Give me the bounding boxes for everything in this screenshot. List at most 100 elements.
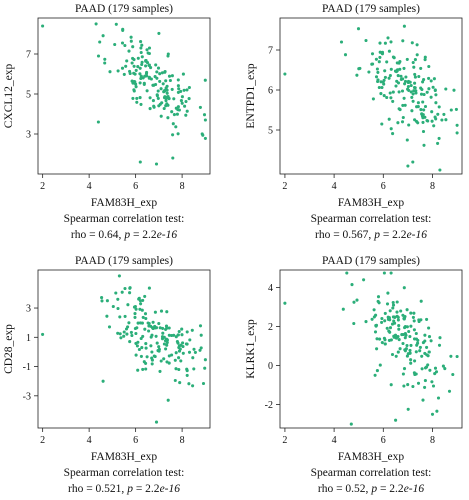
x-axis-label: FAM83H_exp bbox=[91, 451, 157, 463]
scatter-point bbox=[154, 326, 159, 330]
scatter-point bbox=[139, 46, 143, 50]
scatter-point bbox=[148, 96, 152, 100]
x-tick-label: 2 bbox=[40, 181, 45, 192]
scatter-point bbox=[452, 88, 456, 92]
scatter-point bbox=[343, 53, 348, 57]
scatter-point bbox=[139, 76, 143, 81]
scatter-point bbox=[407, 88, 411, 92]
y-tick-label: 3 bbox=[26, 130, 31, 141]
scatter-point bbox=[391, 55, 395, 59]
scatter-point bbox=[164, 79, 168, 83]
scatter-point bbox=[179, 343, 183, 347]
scatter-point bbox=[141, 334, 145, 338]
scatter-point bbox=[193, 350, 197, 354]
scatter-point bbox=[427, 335, 432, 339]
scatter-point bbox=[383, 311, 387, 315]
scatter-point bbox=[412, 371, 416, 375]
scatter-point bbox=[383, 338, 387, 342]
scatter-point bbox=[114, 22, 118, 26]
scatter-point bbox=[150, 350, 154, 354]
scatter-point bbox=[96, 120, 100, 124]
scatter-point bbox=[135, 96, 139, 100]
scatter-point bbox=[425, 345, 429, 349]
scatter-point bbox=[394, 354, 398, 358]
scatter-point bbox=[107, 325, 112, 329]
scatter-point bbox=[387, 117, 391, 121]
scatter-point bbox=[203, 118, 207, 122]
scatter-point bbox=[418, 349, 422, 353]
scatter-point bbox=[427, 64, 431, 69]
caption-rho: rho = 0.521, bbox=[68, 483, 127, 495]
scatter-point bbox=[375, 337, 379, 341]
scatter-point bbox=[401, 341, 405, 346]
scatter-points bbox=[283, 24, 459, 172]
scatter-point bbox=[176, 90, 180, 94]
scatter-point bbox=[355, 73, 359, 77]
scatter-point bbox=[157, 345, 161, 349]
y-tick-label: 3 bbox=[26, 304, 31, 315]
scatter-point bbox=[402, 96, 406, 100]
scatter-point bbox=[378, 50, 382, 54]
scatter-point bbox=[397, 338, 401, 342]
scatter-point bbox=[396, 121, 400, 125]
scatter-point bbox=[151, 320, 155, 324]
scatter-point bbox=[167, 326, 171, 330]
scatter-point bbox=[181, 351, 185, 355]
scatter-point bbox=[373, 373, 377, 377]
scatter-point bbox=[381, 80, 385, 84]
scatter-point bbox=[177, 329, 181, 334]
x-tick-label: 6 bbox=[381, 435, 386, 446]
x-tick-label: 8 bbox=[180, 181, 185, 192]
scatter-point bbox=[128, 286, 132, 290]
scatter-point bbox=[162, 357, 166, 361]
scatter-point bbox=[177, 108, 181, 112]
scatter-point bbox=[133, 315, 137, 319]
scatter-point bbox=[164, 347, 168, 351]
y-tick-label: 2 bbox=[268, 322, 273, 333]
scatter-point bbox=[165, 360, 169, 364]
scatter-point bbox=[144, 367, 148, 371]
scatter-point bbox=[139, 102, 143, 106]
y-tick-label: 6 bbox=[268, 86, 273, 97]
caption-p-value: = 2.2 bbox=[130, 229, 157, 241]
scatter-point bbox=[137, 297, 141, 301]
scatter-point bbox=[149, 77, 153, 81]
x-axis-label: FAM83H_exp bbox=[338, 451, 404, 463]
scatter-point bbox=[362, 278, 366, 282]
scatter-point bbox=[180, 327, 184, 331]
scatter-point bbox=[151, 326, 155, 331]
scatter-point bbox=[401, 115, 405, 120]
scatter-point bbox=[122, 330, 126, 334]
scatter-point bbox=[141, 298, 145, 302]
scatter-point bbox=[350, 283, 354, 287]
scatter-point bbox=[129, 39, 133, 43]
scatter-point bbox=[145, 61, 150, 65]
scatter-point bbox=[388, 91, 392, 95]
caption-statistics: rho = 0.64, p = 2.2e-16 bbox=[71, 229, 178, 241]
y-tick-label: 5 bbox=[26, 90, 31, 101]
scatter-point bbox=[144, 361, 148, 365]
scatter-point bbox=[438, 336, 442, 340]
scatter-point bbox=[174, 351, 178, 355]
scatter-point bbox=[191, 384, 195, 388]
scatter-point bbox=[181, 341, 185, 345]
scatter-point bbox=[123, 314, 127, 318]
scatter-point bbox=[143, 294, 147, 298]
scatter-point bbox=[426, 354, 430, 358]
scatter-point bbox=[154, 334, 158, 338]
scatter-point bbox=[150, 358, 154, 362]
scatter-point bbox=[431, 384, 436, 388]
scatter-point bbox=[188, 338, 192, 342]
scatter-point bbox=[182, 88, 186, 92]
scatter-point bbox=[380, 50, 385, 54]
scatter-point bbox=[389, 127, 393, 131]
scatter-point bbox=[183, 104, 187, 108]
scatter-point bbox=[166, 52, 170, 56]
scatter-point bbox=[136, 368, 140, 372]
scatter-point bbox=[184, 342, 188, 346]
scatter-point bbox=[430, 412, 435, 416]
scatter-point bbox=[138, 160, 142, 164]
scatter-point bbox=[171, 133, 175, 137]
scatter-point bbox=[417, 74, 421, 79]
scatter-point bbox=[140, 308, 144, 312]
